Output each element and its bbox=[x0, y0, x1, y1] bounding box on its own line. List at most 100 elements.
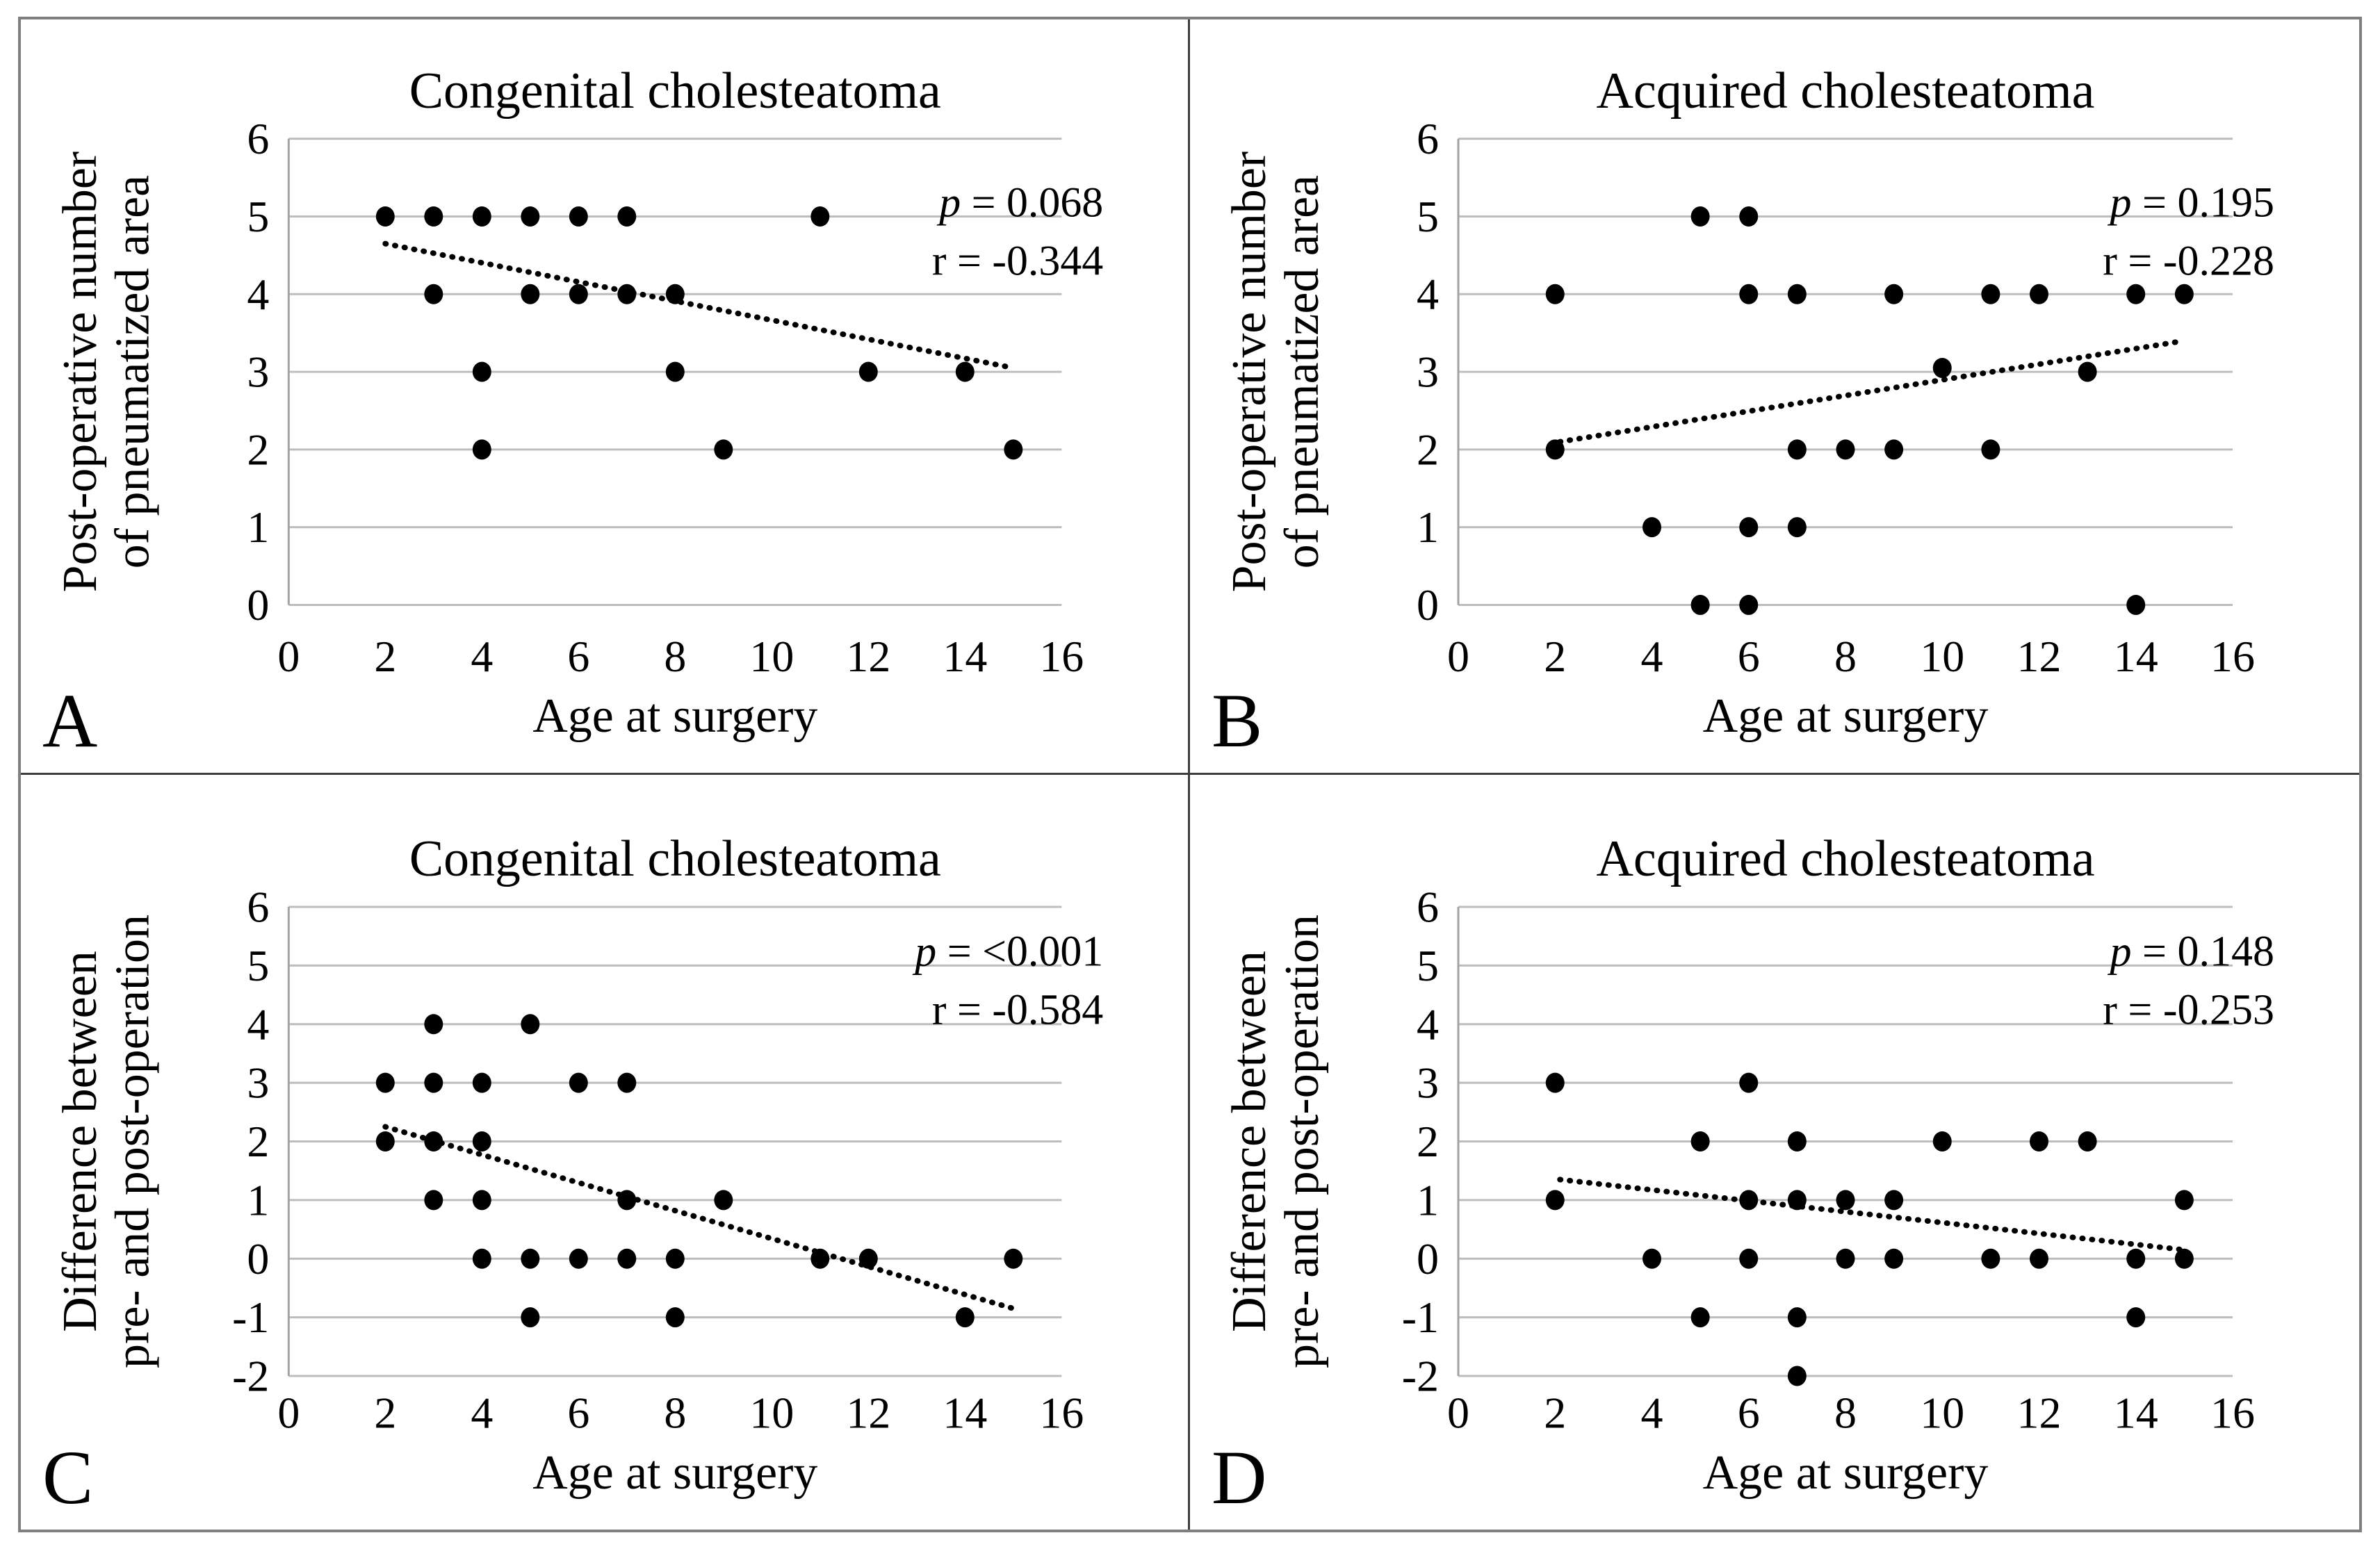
y-tick-label: 2 bbox=[1417, 1117, 1439, 1166]
data-point bbox=[1787, 439, 1807, 460]
x-tick-label: 8 bbox=[1834, 632, 1857, 681]
y-tick-label: -1 bbox=[232, 1293, 269, 1342]
x-tick-label: 2 bbox=[374, 632, 396, 681]
y-tick-label: 5 bbox=[1417, 192, 1439, 241]
x-tick-label: 10 bbox=[1920, 1388, 1964, 1438]
data-point bbox=[375, 1131, 395, 1151]
x-tick-label: 6 bbox=[1738, 1388, 1760, 1438]
data-point bbox=[1739, 1072, 1759, 1093]
data-point bbox=[521, 1248, 540, 1269]
data-point bbox=[1787, 1190, 1807, 1211]
panel-D: Acquired cholesteatoma p = 0.148 r = -0.25… bbox=[1190, 775, 2359, 1530]
data-point bbox=[472, 361, 491, 382]
y-tick-label: 1 bbox=[247, 502, 269, 552]
data-point bbox=[2126, 594, 2146, 615]
data-point bbox=[1787, 517, 1807, 538]
data-point bbox=[1787, 1307, 1807, 1328]
data-point bbox=[1836, 439, 1855, 460]
y-tick-label: 1 bbox=[247, 1175, 269, 1224]
data-point bbox=[1787, 1131, 1807, 1151]
y-tick-label: -2 bbox=[232, 1351, 269, 1400]
x-tick-label: 10 bbox=[749, 1388, 794, 1437]
data-point bbox=[424, 1131, 443, 1151]
x-tick-label: 16 bbox=[1039, 1388, 1084, 1437]
y-tick-label: 1 bbox=[1417, 1175, 1439, 1224]
p-value-annotation: p = 0.195 bbox=[2108, 179, 2274, 227]
panel-C: Congenital cholesteatoma p = <0.001 r = -0… bbox=[21, 775, 1190, 1530]
x-tick-label: 14 bbox=[943, 1388, 987, 1437]
data-point bbox=[521, 1014, 540, 1035]
data-point bbox=[1787, 1366, 1807, 1386]
x-tick-label: 16 bbox=[1039, 632, 1084, 681]
p-value-annotation: p = 0.148 bbox=[2108, 928, 2274, 975]
y-axis-label-line1: Difference between bbox=[54, 951, 107, 1332]
scatter-chart-congenital-postop: Congenital cholesteatoma p = 0.068 r = -0.… bbox=[42, 62, 1103, 763]
data-point bbox=[665, 361, 685, 382]
trend-line bbox=[1557, 1177, 2187, 1253]
y-tick-label: -2 bbox=[1402, 1352, 1439, 1401]
data-point bbox=[1884, 439, 1904, 460]
data-point bbox=[1836, 1248, 1855, 1269]
y-tick-label: 3 bbox=[247, 347, 269, 397]
figure-frame: Congenital cholesteatoma p = 0.068 r = -0.… bbox=[18, 17, 2362, 1532]
y-tick-label: 6 bbox=[247, 114, 269, 163]
data-point bbox=[1739, 594, 1759, 615]
data-point bbox=[617, 1248, 637, 1269]
data-point bbox=[1004, 439, 1023, 460]
data-point bbox=[375, 206, 395, 227]
x-tick-label: 2 bbox=[1544, 632, 1566, 681]
data-point bbox=[2078, 361, 2097, 382]
data-point bbox=[569, 206, 588, 227]
data-point bbox=[2174, 1190, 2194, 1211]
scatter-chart-congenital-difference: Congenital cholesteatoma p = <0.001 r = -0… bbox=[42, 830, 1103, 1520]
x-tick-label: 6 bbox=[567, 632, 589, 681]
p-value-annotation: p = <0.001 bbox=[912, 928, 1103, 975]
y-tick-label: 5 bbox=[1417, 941, 1439, 990]
data-point bbox=[2126, 284, 2146, 304]
data-point bbox=[1545, 1190, 1565, 1211]
x-tick-label: 12 bbox=[846, 632, 890, 681]
panel-letter: C bbox=[42, 1435, 93, 1520]
scatter-chart-acquired-postop: Acquired cholesteatoma p = 0.195 r = -0.22… bbox=[1212, 62, 2274, 763]
chart-title: Congenital cholesteatoma bbox=[409, 62, 941, 119]
y-axis-label-line2: of pneumatized area bbox=[106, 175, 160, 568]
data-point bbox=[424, 1190, 443, 1211]
x-tick-label: 4 bbox=[1641, 632, 1663, 681]
data-point bbox=[1643, 517, 1661, 538]
data-point bbox=[2174, 1248, 2194, 1269]
data-point bbox=[472, 1072, 491, 1093]
data-point bbox=[1643, 1248, 1661, 1269]
y-tick-label: 5 bbox=[247, 192, 269, 241]
data-point bbox=[1836, 1190, 1855, 1211]
y-tick-label: 0 bbox=[247, 580, 269, 630]
data-point bbox=[1932, 358, 1952, 378]
x-axis-label: Age at surgery bbox=[1703, 1446, 1989, 1500]
data-point bbox=[472, 1248, 491, 1269]
x-tick-label: 10 bbox=[1920, 632, 1964, 681]
data-point bbox=[858, 1248, 878, 1269]
data-point bbox=[1690, 206, 1710, 227]
y-tick-label: 5 bbox=[247, 941, 269, 990]
x-tick-label: 12 bbox=[2017, 1388, 2062, 1438]
x-tick-label: 6 bbox=[567, 1388, 589, 1437]
x-tick-label: 8 bbox=[664, 1388, 686, 1437]
x-tick-label: 0 bbox=[277, 632, 300, 681]
x-tick-label: 4 bbox=[1641, 1388, 1663, 1438]
x-tick-label: 10 bbox=[749, 632, 794, 681]
data-point bbox=[1739, 1190, 1759, 1211]
data-point bbox=[714, 439, 733, 460]
x-axis-label: Age at surgery bbox=[532, 1446, 817, 1500]
x-tick-label: 2 bbox=[1544, 1388, 1566, 1438]
data-point bbox=[955, 1307, 975, 1328]
trend-line bbox=[382, 1124, 1016, 1311]
y-axis-label-line1: Post-operative number bbox=[54, 151, 107, 592]
y-axis-label-line2: of pneumatized area bbox=[1275, 175, 1329, 568]
data-point bbox=[2078, 1131, 2097, 1151]
chart-title: Acquired cholesteatoma bbox=[1596, 830, 2094, 887]
p-value-annotation: p = 0.068 bbox=[936, 179, 1103, 226]
data-point bbox=[521, 206, 540, 227]
y-tick-label: 2 bbox=[247, 425, 269, 474]
data-point bbox=[2174, 284, 2194, 304]
data-point bbox=[858, 361, 878, 382]
data-point bbox=[617, 1190, 637, 1211]
